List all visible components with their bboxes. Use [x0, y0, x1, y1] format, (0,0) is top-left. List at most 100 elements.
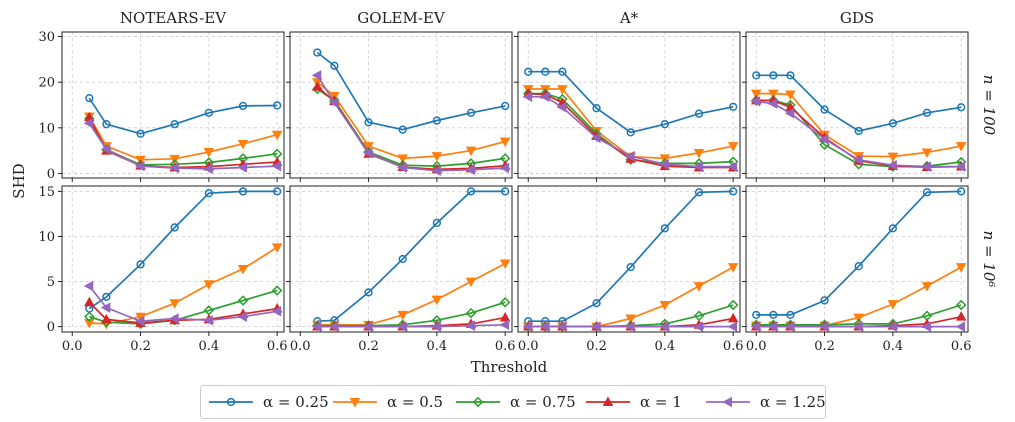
data-point [237, 139, 249, 150]
series-line [88, 115, 278, 161]
legend-entry: α = 1 [586, 393, 682, 411]
panel-frame [289, 31, 513, 179]
data-point [625, 321, 635, 332]
series-1.25 [522, 91, 738, 172]
data-point [750, 96, 761, 107]
data-point [102, 292, 111, 302]
data-point [273, 187, 282, 196]
data-point [328, 97, 339, 108]
data-point [465, 164, 475, 176]
data-point [660, 120, 670, 129]
data-point [135, 315, 145, 327]
column-title: A* [619, 9, 639, 27]
data-point [271, 305, 282, 317]
data-point [237, 295, 249, 306]
data-point [169, 313, 179, 324]
x-tick-label: 0.2 [814, 339, 835, 354]
data-point [397, 154, 408, 164]
data-point [499, 312, 511, 322]
series-0.25 [313, 48, 510, 134]
data-point [83, 280, 94, 292]
data-point [204, 108, 214, 117]
data-point [955, 142, 967, 152]
data-point [659, 301, 671, 311]
panel-n100-a: A* [514, 9, 741, 182]
panel-n1e6-gds: 0.0 0.2 0.4 0.6 [742, 185, 972, 354]
data-point [784, 321, 795, 332]
series-line [756, 190, 962, 316]
data-point [203, 148, 215, 158]
data-point [921, 161, 931, 172]
data-point [729, 102, 738, 111]
data-point [431, 152, 443, 162]
data-point [752, 310, 761, 320]
data-point [922, 188, 932, 197]
x-tick-label: 0.2 [130, 339, 151, 354]
data-point [85, 94, 94, 103]
data-point [271, 160, 282, 172]
data-point [169, 299, 180, 309]
y-tick-label: 15 [38, 185, 55, 200]
data-point [499, 162, 510, 174]
data-point [431, 321, 441, 332]
x-tick-label: 0.0 [62, 339, 83, 354]
data-point [750, 89, 762, 100]
data-point [364, 118, 373, 127]
data-point [921, 282, 933, 292]
data-point [887, 152, 899, 163]
data-point [729, 187, 738, 196]
data-point [922, 108, 932, 117]
data-point [499, 319, 510, 331]
data-point [767, 98, 778, 109]
data-point [522, 321, 533, 332]
x-tick-label: 0.4 [883, 339, 904, 354]
data-point [397, 162, 407, 173]
data-point [887, 159, 897, 171]
series-0.5 [312, 259, 511, 331]
x-tick-label: 0.0 [518, 339, 539, 354]
panel-n100-notearsev: 0 10 20 30 NOTEARS-EV [38, 9, 285, 182]
data-point [237, 162, 247, 173]
data-point [769, 71, 778, 80]
series-0.5 [84, 243, 283, 330]
data-point [819, 133, 829, 145]
legend-label: α = 0.25 [263, 393, 329, 411]
data-point [957, 103, 966, 112]
data-point [466, 187, 476, 196]
series-0.5 [312, 78, 511, 164]
data-point [431, 165, 441, 176]
legend-entry: α = 0.75 [456, 393, 576, 411]
data-point [853, 154, 863, 166]
x-axis-label: Threshold [471, 358, 548, 376]
data-point [539, 91, 550, 103]
data-point [398, 125, 407, 134]
data-point [727, 263, 739, 273]
data-point [557, 85, 568, 95]
data-point [786, 310, 795, 320]
data-point [727, 312, 739, 323]
series-line [317, 190, 506, 323]
data-point [363, 321, 373, 332]
data-point [694, 188, 704, 197]
legend-label: α = 0.75 [510, 393, 576, 411]
data-point [556, 321, 567, 332]
series-line [756, 92, 962, 158]
series-0.25 [752, 71, 966, 136]
x-tick-label: 0.2 [358, 339, 379, 354]
data-point [820, 105, 829, 114]
data-point [888, 224, 898, 233]
column-title: GOLEM-EV [357, 9, 446, 27]
series-1.25 [750, 321, 966, 332]
legend-label: α = 0.5 [387, 393, 443, 411]
data-point [364, 288, 373, 297]
data-point [363, 147, 373, 159]
data-point [203, 163, 213, 175]
data-point [499, 137, 511, 148]
panel-n100-golemev: GOLEM-EV [286, 9, 513, 182]
x-tick-label: 0.6 [951, 339, 972, 354]
x-tick-label: 0.6 [267, 339, 288, 354]
series-line [316, 74, 506, 172]
data-point [311, 321, 322, 332]
series-0.25 [85, 187, 282, 313]
row-label: n = 100 [980, 75, 998, 136]
